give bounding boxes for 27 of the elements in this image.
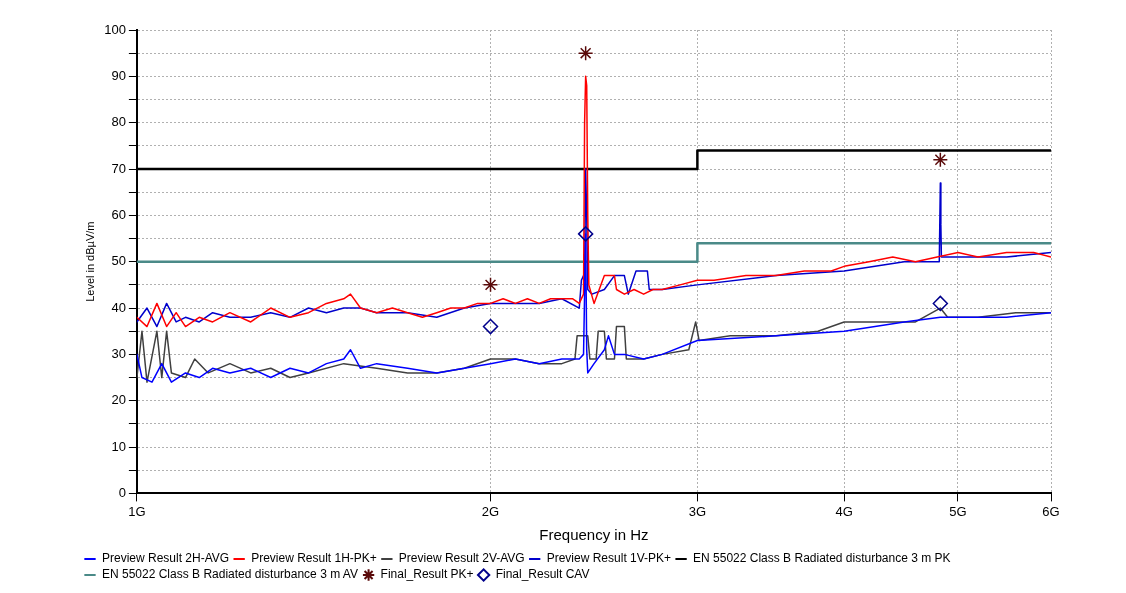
x-tick-label: 6G — [1042, 503, 1060, 519]
y-tick-label: 70 — [111, 160, 126, 176]
x-tick-label: 5G — [949, 503, 967, 519]
legend-label: Preview Result 2V-AVG — [398, 551, 525, 566]
y-tick-label: 50 — [111, 253, 126, 269]
x-tick-label: 2G — [481, 503, 500, 519]
legend-label: Final_Result PK+ — [380, 567, 474, 582]
y-tick-label: 30 — [111, 345, 126, 361]
y-tick-label: 20 — [111, 392, 126, 408]
x-tick-label: 1G — [128, 503, 146, 519]
y-tick-label: 90 — [111, 67, 126, 83]
x-tick-label: 3G — [688, 503, 707, 519]
legend-label: Preview Result 1V-PK+ — [546, 551, 672, 566]
y-tick-label: 80 — [111, 114, 126, 130]
x-tick-label: 4G — [835, 503, 853, 519]
y-tick-label: 40 — [111, 299, 126, 315]
y-tick-label: 100 — [104, 21, 126, 37]
y-axis-title: Level in dBµV/m — [83, 221, 96, 302]
legend-label: Preview Result 1H-PK+ — [251, 551, 377, 566]
y-tick-label: 10 — [111, 438, 126, 454]
legend-label: Preview Result 2H-AVG — [102, 551, 230, 566]
y-tick-label: 60 — [111, 206, 126, 222]
legend-label: EN 55022 Class B Radiated disturbance 3 m PK — [693, 551, 951, 566]
legend-label: Final_Result CAV — [495, 567, 590, 582]
x-axis-title: Frequency in Hz — [539, 526, 649, 544]
legend-label: EN 55022 Class B Radiated disturbance 3 m AV — [102, 567, 358, 582]
y-tick-label: 0 — [118, 484, 126, 500]
